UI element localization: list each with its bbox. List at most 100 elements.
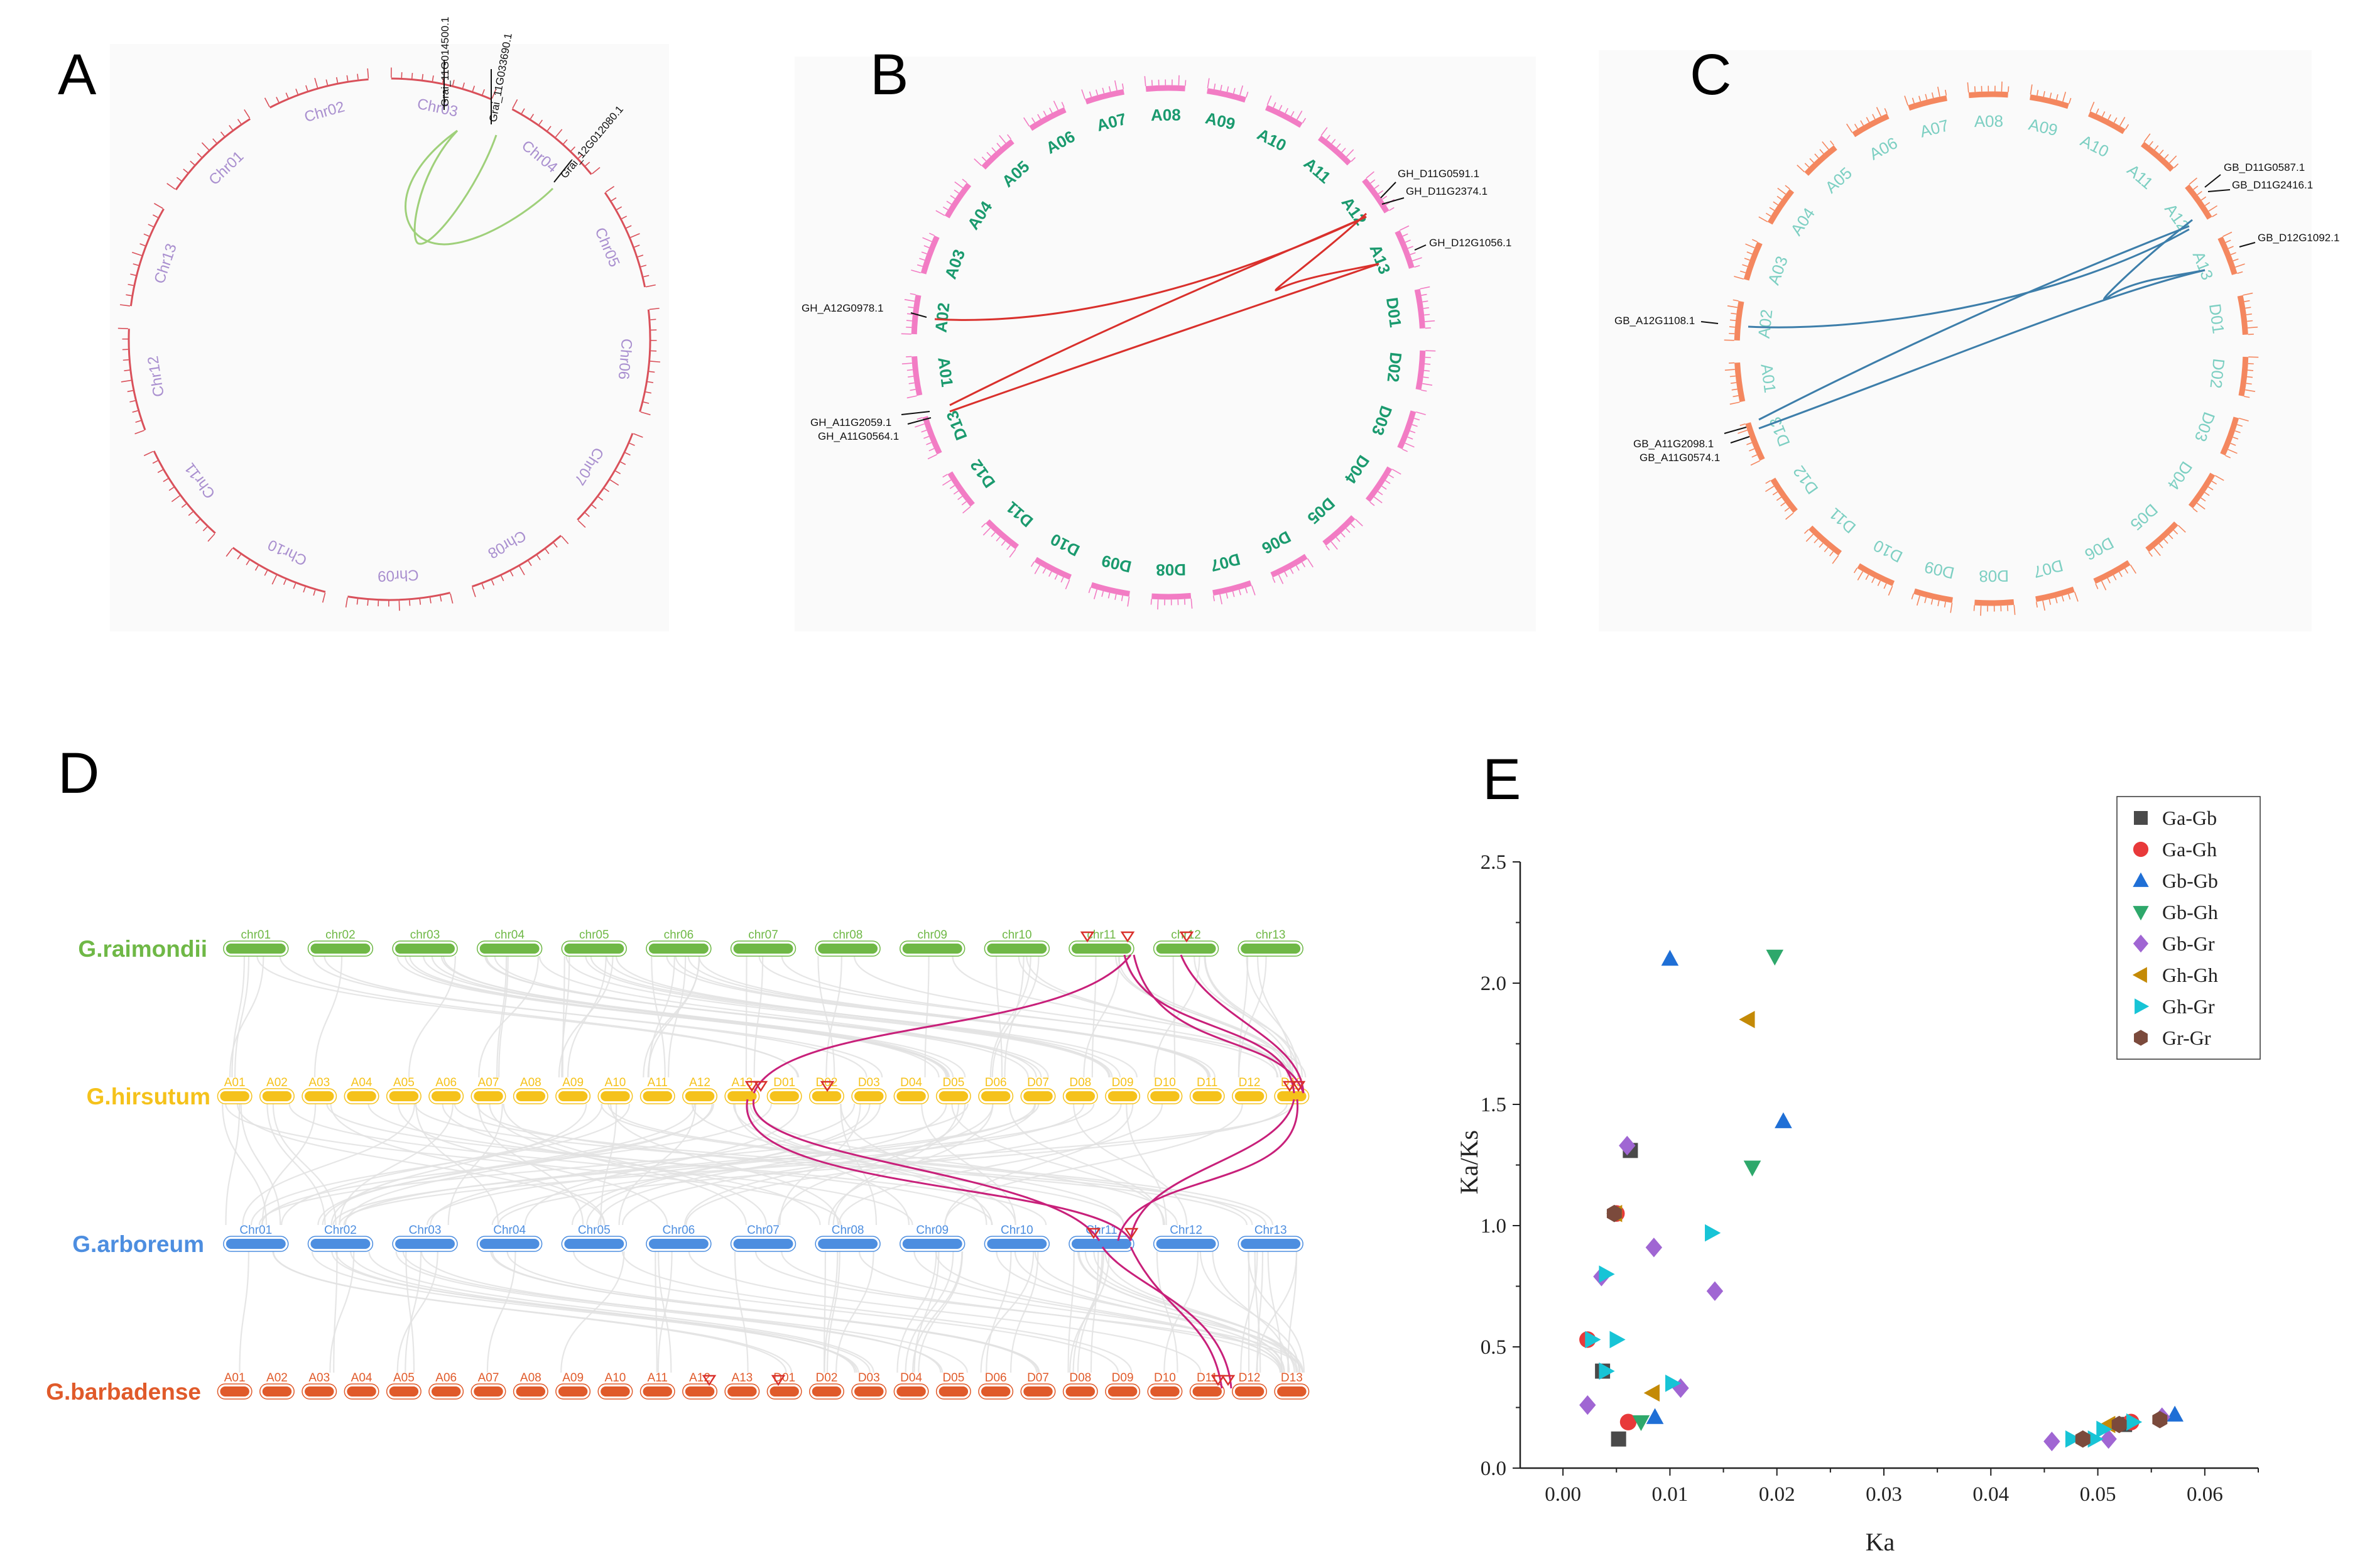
chromosome-label: A08 — [1151, 106, 1181, 125]
chromosome-bar — [1071, 943, 1132, 954]
chromosome-bar — [226, 1238, 286, 1250]
chromosome-label: A08 — [520, 1371, 541, 1385]
chromosome-bar — [600, 1386, 630, 1397]
gene-label: GB_A11G0574.1 — [1640, 452, 1720, 464]
chromosome-bar — [896, 1091, 926, 1102]
data-point — [1599, 1265, 1614, 1283]
chromosome-bar — [262, 1091, 292, 1102]
chromosome-label: A07 — [478, 1076, 499, 1089]
gene-label: GH_A12G0978.1 — [802, 302, 883, 314]
chromosome-bar — [812, 1091, 842, 1102]
chromosome-label: D02 — [2206, 357, 2228, 389]
chromosome-bar — [685, 1386, 715, 1397]
data-point — [1705, 1224, 1721, 1242]
chromosome-bar — [1071, 1238, 1132, 1250]
gene-label: GH_A11G2059.1 — [810, 416, 891, 428]
chromosome-bar — [1065, 1386, 1096, 1397]
legend: Ga-GbGa-GhGb-GbGb-GhGb-GrGh-GhGh-GrGr-Gr — [2117, 797, 2260, 1059]
panel-letter-d: D — [58, 741, 99, 805]
chromosome-label: Chr04 — [493, 1224, 526, 1237]
legend-label: Gh-Gh — [2162, 964, 2218, 986]
chromosome-label: chr09 — [917, 928, 947, 942]
gene-label: GH_D12G1056.1 — [1429, 237, 1511, 249]
chromosome-label: D11 — [1197, 1076, 1217, 1089]
panel-letter-c: C — [1690, 43, 1731, 107]
chromosome-bar — [1065, 1091, 1096, 1102]
chromosome-bar — [648, 1238, 709, 1250]
gene-label: Grai_11G014500.1 — [439, 17, 451, 107]
data-point — [2166, 1406, 2184, 1422]
chromosome-label: A03 — [308, 1076, 330, 1089]
chromosome-label: A01 — [934, 356, 957, 388]
chromosome-bar — [769, 1386, 799, 1397]
chromosome-label: A02 — [266, 1076, 288, 1089]
chromosome-label: D08 — [1979, 567, 2009, 586]
chromosome-label: D05 — [942, 1371, 964, 1385]
chromosome-label: A02 — [1754, 308, 1776, 339]
chromosome-bar — [938, 1091, 969, 1102]
chromosome-bar — [769, 1091, 799, 1102]
chromosome-label: D09 — [1112, 1371, 1134, 1385]
legend-label: Ga-Gh — [2162, 838, 2217, 861]
chromosome-label: D01 — [2206, 303, 2228, 335]
chromosome-label: chr07 — [748, 928, 778, 942]
chromosome-label: A08 — [1974, 112, 2004, 131]
chromosome-bar — [986, 1238, 1047, 1250]
chromosome-bar — [394, 943, 455, 954]
gene-label: GB_A12G1108.1 — [1614, 315, 1695, 327]
chromosome-bar — [563, 1238, 624, 1250]
chromosome-bar — [986, 943, 1047, 954]
chromosome-label: D02 — [1383, 351, 1405, 383]
chromosome-bar — [902, 1238, 963, 1250]
chromosome-label: A03 — [308, 1371, 330, 1385]
chromosome-arc — [1969, 94, 2008, 95]
chromosome-label: D10 — [1154, 1371, 1176, 1385]
chromosome-bar — [902, 943, 963, 954]
data-point — [1609, 1331, 1625, 1349]
chromosome-bar — [1023, 1091, 1053, 1102]
gene-label: GH_D11G2374.1 — [1406, 185, 1488, 197]
x-tick-label: 0.02 — [1759, 1483, 1795, 1506]
chromosome-bar — [812, 1386, 842, 1397]
chromosome-label: Chr09 — [916, 1224, 949, 1237]
chromosome-label: A01 — [224, 1371, 246, 1385]
gene-label: GH_D11G0591.1 — [1398, 168, 1479, 180]
chromosome-bar — [1107, 1386, 1138, 1397]
species-label: G.raimondii — [78, 936, 207, 962]
chromosome-label: chr02 — [325, 928, 356, 942]
chromosome-bar — [310, 1238, 371, 1250]
chromosome-bar — [346, 1386, 376, 1397]
species-label: G.hirsutum — [87, 1084, 210, 1109]
chromosome-label: chr04 — [494, 928, 525, 942]
chromosome-bar — [1107, 1091, 1138, 1102]
chromosome-bar — [1240, 1238, 1301, 1250]
chromosome-label: A01 — [1757, 362, 1780, 394]
chromosome-label: Chr09 — [378, 566, 419, 584]
chromosome-label: A13 — [731, 1371, 753, 1385]
legend-label: Gb-Gh — [2162, 901, 2218, 923]
data-point — [1644, 1385, 1660, 1402]
chromosome-bar — [1192, 1091, 1222, 1102]
chromosome-label: Chr02 — [324, 1224, 357, 1237]
chromosome-label: A07 — [478, 1371, 499, 1385]
chromosome-label: D07 — [1027, 1076, 1049, 1089]
chromosome-bar — [648, 943, 709, 954]
chromosome-label: D12 — [1239, 1371, 1261, 1385]
chromosome-label: A01 — [224, 1076, 246, 1089]
chromosome-label: D08 — [1069, 1371, 1091, 1385]
legend-label: Gb-Gb — [2162, 869, 2218, 892]
background-links — [222, 956, 1305, 1373]
chromosome-label: Chr03 — [409, 1224, 442, 1237]
chromosome-bar — [1276, 1386, 1307, 1397]
chromosome-bar — [600, 1091, 630, 1102]
chromosome-bar — [516, 1386, 546, 1397]
chromosome-label: A02 — [266, 1371, 288, 1385]
chromosome-label: D03 — [858, 1076, 880, 1089]
data-point — [1646, 1238, 1662, 1257]
chromosome-bar — [563, 943, 624, 954]
chromosome-label: D06 — [985, 1371, 1007, 1385]
chromosome-bar — [479, 943, 540, 954]
chromosome-label: D06 — [985, 1076, 1007, 1089]
chromosome-label: Chr06 — [663, 1224, 695, 1237]
chromosome-label: Chr07 — [747, 1224, 780, 1237]
